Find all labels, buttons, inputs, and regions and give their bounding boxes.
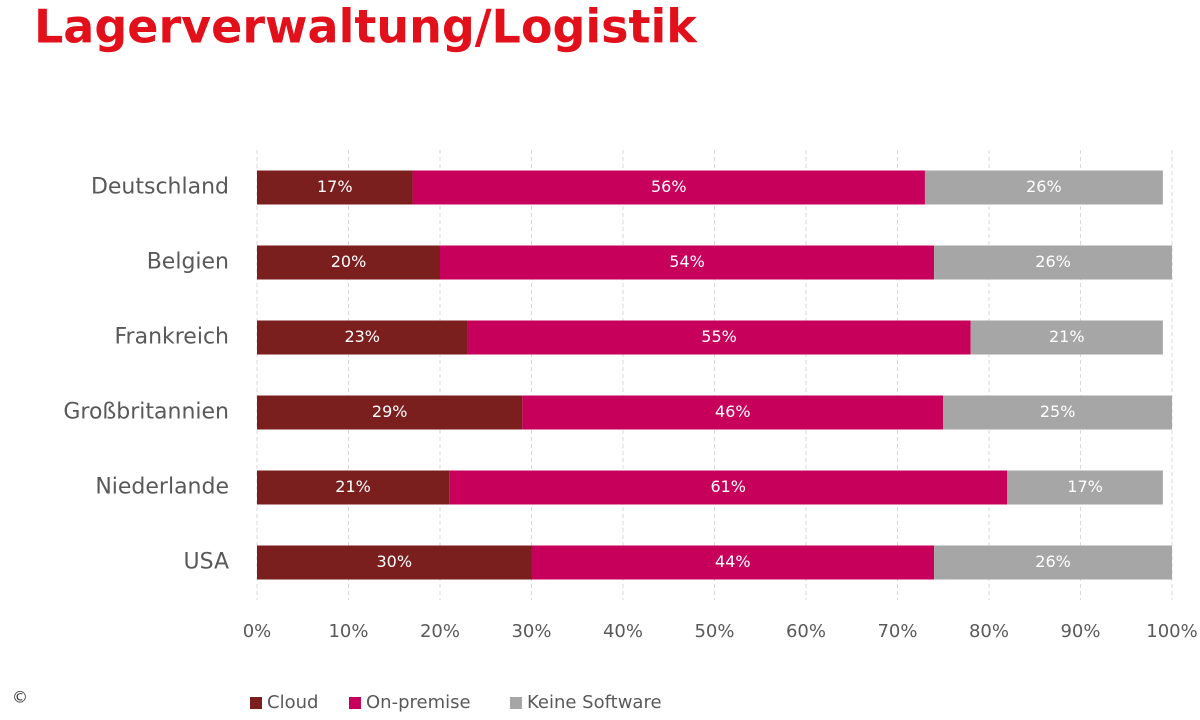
data-label: 21% [335, 477, 371, 496]
data-label: 46% [715, 402, 751, 421]
data-label: 61% [710, 477, 746, 496]
bar-segment [934, 545, 1172, 580]
y-tick-label: USA [183, 550, 229, 575]
bar-segment [257, 545, 532, 580]
bar-segment [257, 245, 440, 280]
bar-segment [257, 170, 413, 205]
y-tick-label: Großbritannien [63, 400, 229, 425]
bar-segment [257, 395, 523, 430]
bar-segment [522, 395, 944, 430]
data-label: 26% [1026, 177, 1062, 196]
x-tick-label: 70% [877, 621, 917, 642]
data-label: 44% [715, 552, 751, 571]
bar-segment [970, 320, 1163, 355]
legend-label: On-premise [366, 692, 471, 713]
bar-segment [412, 170, 925, 205]
data-label: 56% [651, 177, 687, 196]
data-label: 26% [1035, 552, 1071, 571]
data-label: 25% [1040, 402, 1076, 421]
data-label: 26% [1035, 252, 1071, 271]
bar-segment [943, 395, 1172, 430]
chart-title: Lagerverwaltung/Logistik [34, 0, 698, 54]
y-tick-label: Frankreich [114, 325, 229, 350]
data-label: 54% [669, 252, 705, 271]
bar-segment [449, 470, 1008, 505]
data-label: 29% [372, 402, 408, 421]
y-tick-label: Deutschland [91, 175, 229, 200]
y-tick-label: Belgien [147, 250, 229, 275]
data-label: 21% [1049, 327, 1085, 346]
legend-label: Cloud [267, 692, 318, 713]
x-tick-label: 60% [786, 621, 826, 642]
x-tick-label: 40% [603, 621, 643, 642]
x-tick-label: 20% [420, 621, 460, 642]
x-tick-label: 100% [1146, 621, 1197, 642]
bar-segment [924, 170, 1163, 205]
legend-swatch [510, 697, 522, 709]
copyright: © [12, 688, 28, 707]
x-tick-label: 90% [1060, 621, 1100, 642]
bar-segment [934, 245, 1172, 280]
bar-segment [531, 545, 935, 580]
x-tick-label: 10% [328, 621, 368, 642]
data-label: 23% [344, 327, 380, 346]
bar-segment [257, 470, 450, 505]
legend-label: Keine Software [527, 692, 662, 713]
x-tick-label: 50% [694, 621, 734, 642]
legend-swatch [250, 697, 262, 709]
data-label: 30% [376, 552, 412, 571]
data-label: 20% [331, 252, 367, 271]
data-label: 55% [701, 327, 737, 346]
x-tick-label: 30% [511, 621, 551, 642]
data-label: 17% [1067, 477, 1103, 496]
bar-segment [257, 320, 468, 355]
x-tick-label: 80% [969, 621, 1009, 642]
bar-segment [467, 320, 971, 355]
data-label: 17% [317, 177, 353, 196]
bar-segment [1007, 470, 1163, 505]
y-tick-label: Niederlande [95, 475, 229, 500]
legend-swatch [349, 697, 361, 709]
x-tick-label: 0% [243, 621, 272, 642]
bar-segment [440, 245, 935, 280]
